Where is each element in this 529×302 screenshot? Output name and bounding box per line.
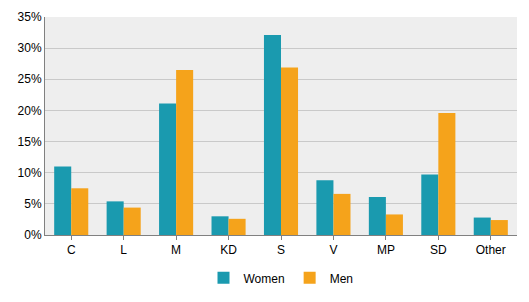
svg-text:S: S <box>277 243 285 257</box>
svg-text:5%: 5% <box>24 197 42 211</box>
svg-text:25%: 25% <box>18 72 42 86</box>
svg-text:0%: 0% <box>24 228 42 242</box>
svg-text:30%: 30% <box>18 41 42 55</box>
svg-text:V: V <box>329 243 337 257</box>
svg-text:10%: 10% <box>18 166 42 180</box>
svg-text:KD: KD <box>220 243 237 257</box>
svg-text:15%: 15% <box>18 135 42 149</box>
svg-text:M: M <box>171 243 181 257</box>
svg-text:Men: Men <box>330 272 353 286</box>
svg-text:Women: Women <box>244 272 285 286</box>
svg-text:MP: MP <box>377 243 395 257</box>
svg-text:Other: Other <box>476 243 506 257</box>
svg-text:35%: 35% <box>18 10 42 24</box>
svg-text:C: C <box>67 243 76 257</box>
svg-text:SD: SD <box>430 243 447 257</box>
svg-text:L: L <box>120 243 127 257</box>
svg-text:20%: 20% <box>18 104 42 118</box>
